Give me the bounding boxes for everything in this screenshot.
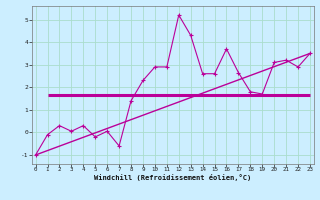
X-axis label: Windchill (Refroidissement éolien,°C): Windchill (Refroidissement éolien,°C) xyxy=(94,174,252,181)
